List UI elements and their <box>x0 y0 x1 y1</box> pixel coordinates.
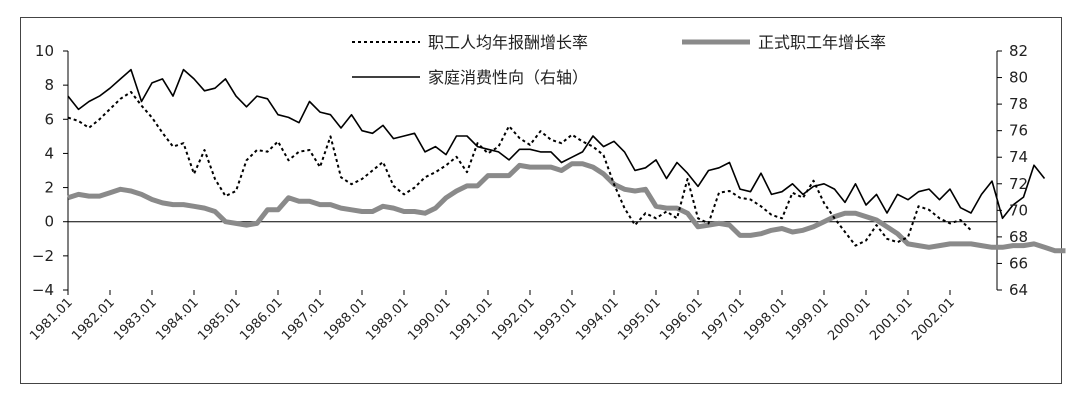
right-tick-label: 80 <box>1009 69 1028 87</box>
right-tick-label: 68 <box>1009 228 1028 246</box>
legend-label: 职工人均年报酬增长率 <box>428 33 588 52</box>
x-tick-label: 1999.01 <box>783 295 832 344</box>
consumption-propensity-line <box>67 68 1046 220</box>
legend-label: 正式职工年增长率 <box>758 33 886 52</box>
right-tick-label: 76 <box>1009 122 1028 140</box>
x-tick-label: 1981.01 <box>27 295 76 344</box>
right-tick-label: 82 <box>1009 42 1028 60</box>
left-tick-label: −4 <box>32 281 54 299</box>
x-tick-label: 1995.01 <box>615 295 664 344</box>
left-tick-label: 10 <box>35 42 54 60</box>
x-tick-label: 1990.01 <box>405 295 454 344</box>
x-tick-label: 2001.01 <box>867 295 916 344</box>
x-tick-label: 1983.01 <box>111 295 160 344</box>
x-tick-label: 1986.01 <box>237 295 286 344</box>
x-tick-label: 1985.01 <box>195 295 244 344</box>
right-tick-label: 72 <box>1009 175 1028 193</box>
left-tick-label: 0 <box>44 213 54 231</box>
x-tick-label: 1989.01 <box>363 295 412 344</box>
outer-border <box>20 17 1062 384</box>
x-tick-label: 1993.01 <box>531 295 580 344</box>
x-tick-label: 1982.01 <box>69 295 118 344</box>
left-tick-label: 8 <box>44 76 54 94</box>
x-tick-label: 1991.01 <box>447 295 496 344</box>
right-tick-label: 70 <box>1009 201 1028 219</box>
x-tick-label: 2002.01 <box>909 295 958 344</box>
x-tick-label: 1994.01 <box>573 295 622 344</box>
left-tick-label: 2 <box>44 179 54 197</box>
x-tick-label: 1997.01 <box>699 295 748 344</box>
right-tick-label: 78 <box>1009 95 1028 113</box>
right-tick-label: 74 <box>1009 148 1028 166</box>
x-tick-label: 1996.01 <box>657 295 706 344</box>
x-tick-label: 1988.01 <box>321 295 370 344</box>
employee-growth-line <box>67 161 1066 254</box>
wage-growth-line <box>67 91 972 247</box>
x-tick-label: 1987.01 <box>279 295 328 344</box>
right-tick-label: 66 <box>1009 254 1028 272</box>
left-tick-label: 6 <box>44 110 54 128</box>
x-tick-label: 1992.01 <box>489 295 538 344</box>
x-tick-label: 1998.01 <box>741 295 790 344</box>
x-tick-label: 2000.01 <box>825 295 874 344</box>
x-tick-label: 1984.01 <box>153 295 202 344</box>
left-tick-label: 4 <box>44 144 54 162</box>
legend-label: 家庭消费性向（右轴） <box>428 68 588 87</box>
right-tick-label: 64 <box>1009 281 1028 299</box>
left-tick-label: −2 <box>32 247 54 265</box>
